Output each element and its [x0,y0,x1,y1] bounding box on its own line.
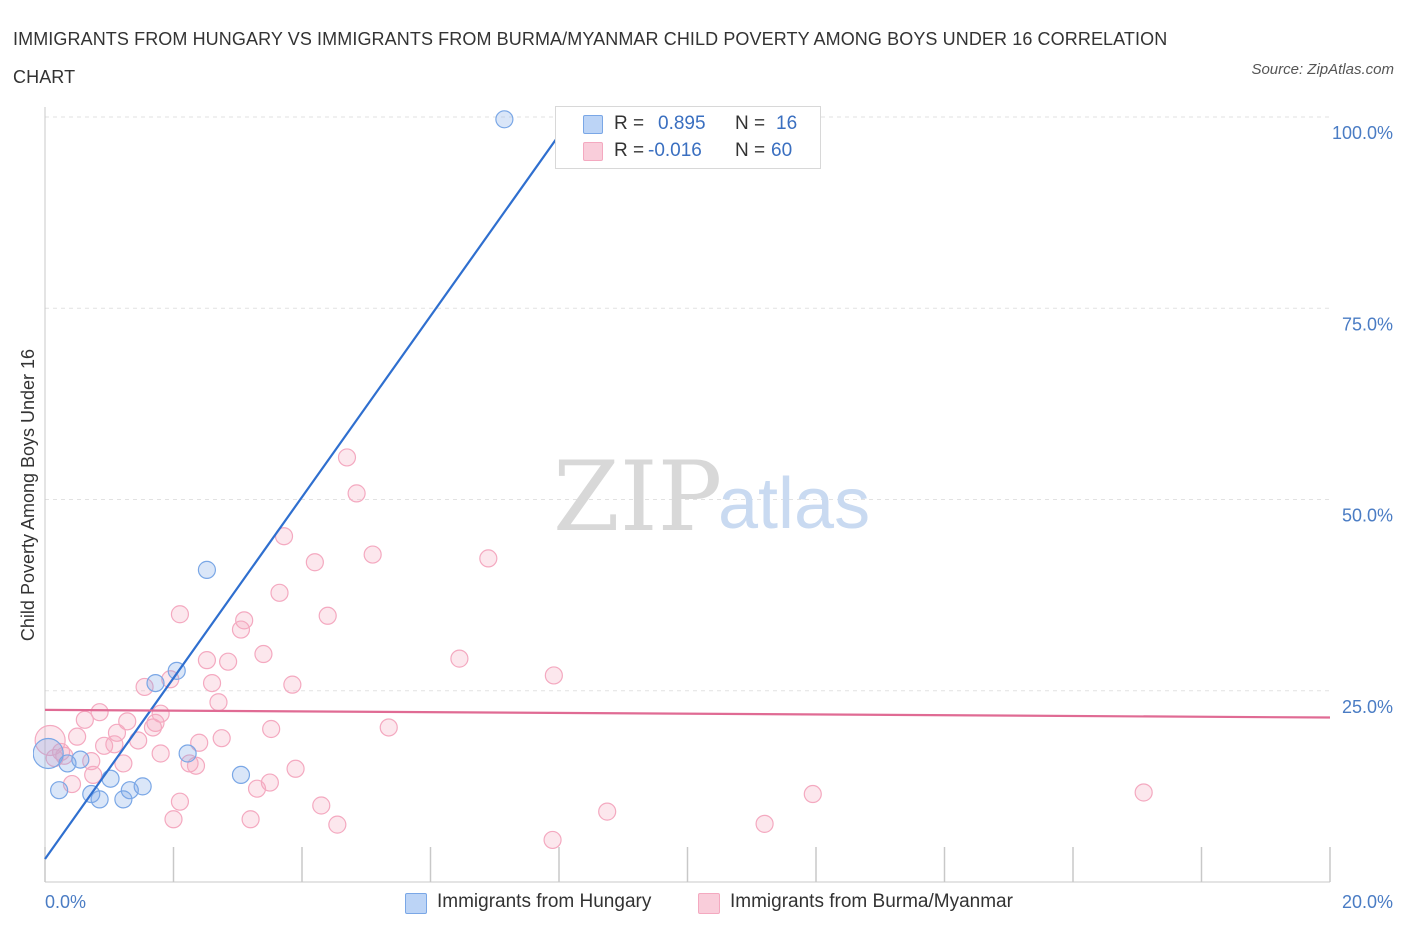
tick-labels: 25.0% 50.0% 75.0% 100.0% 0.0% 20.0% [45,123,1393,912]
legend-swatch-hungary [583,115,603,134]
burma-point [347,484,366,503]
series-swatch-hungary [405,893,427,914]
burma-point [755,814,774,833]
burma-point [312,796,331,815]
watermark-atlas: atlas [718,464,870,544]
axes [44,107,1331,883]
series-swatch-burma [698,893,720,914]
hungary-point [101,769,120,788]
burma-point [305,553,324,572]
hungary-point [33,737,64,770]
burma-point [1134,783,1153,802]
burma-point [283,675,302,694]
x-tick-label: 0.0% [45,892,86,912]
legend-swatch-burma [583,142,603,161]
y-tick-label: 100.0% [1332,123,1393,143]
hungary-point [90,790,109,809]
burma-point [114,754,133,773]
burma-point [107,723,127,742]
burma-point [190,733,209,752]
burma-point [543,830,562,850]
burma-point [328,815,347,834]
hungary-point [197,560,217,579]
hungary-point [146,673,165,693]
hungary-point [114,790,133,809]
legend-n-value: 60 [771,140,793,161]
burma-point [241,810,260,829]
legend-r-value: -0.016 [648,140,702,161]
burma-point [254,644,273,664]
watermark: ZIP atlas [553,441,870,553]
burma-point [803,784,822,804]
hungary-point [495,110,514,129]
burma-point [164,810,183,829]
burma-point [34,724,66,757]
burma-trend-line [44,708,1331,719]
y-tick-label: 75.0% [1342,314,1393,334]
burma-point [170,605,190,624]
burma-point [450,649,469,668]
gridlines [45,116,1330,692]
burma-point [75,710,94,729]
burma-point [598,802,617,821]
burma-point [197,651,217,670]
burma-point [135,677,154,697]
burma-point [379,718,398,737]
burma-point [118,712,137,731]
burma-point [544,666,563,685]
burma-point [318,606,337,625]
burma-point [84,765,103,785]
series-label-burma: Immigrants from Burma/Myanmar [730,891,1013,912]
legend-r-label: R = [614,140,645,161]
burma-point [479,549,498,568]
burma-point [151,744,170,763]
chart-source: Source: ZipAtlas.com [1251,61,1394,78]
watermark-zip: ZIP [553,441,722,553]
burma-point [270,583,289,602]
burma-point [262,719,281,739]
y-axis-label: Child Poverty Among Boys Under 16 [18,349,38,641]
burma-point [247,779,267,798]
legend-r-label: R = [614,113,645,134]
correlation-legend: R = 0.895 N = 16 R = -0.016 N = 60 [555,106,821,169]
y-tick-label: 25.0% [1342,697,1393,717]
burma-point [209,693,228,712]
y-tick-label: 50.0% [1342,506,1393,526]
burma-point [202,673,222,693]
burma-point [143,718,163,737]
hungary-point [50,781,69,800]
burma-point [90,703,109,722]
burma-point [337,448,357,467]
legend-n-value: 16 [776,113,798,134]
legend-r-value: 0.895 [658,113,706,134]
hungary-point [178,744,197,763]
burma-point [170,792,190,811]
chart-title: IMMIGRANTS FROM HUNGARY VS IMMIGRANTS FR… [13,29,1168,87]
burma-point [68,727,87,746]
burma-point [212,729,231,748]
burma-point [286,759,305,778]
burma-point [219,652,238,671]
burma-point [363,545,382,564]
series-label-hungary: Immigrants from Hungary [437,891,652,912]
trend-lines [44,116,1331,860]
hungary-trend-line [44,116,573,860]
legend-n-label: N = [735,140,766,161]
burma-point [105,735,124,754]
hungary-point [231,765,251,785]
legend-n-label: N = [735,113,766,134]
hungary-point [120,781,139,800]
x-tick-label: 20.0% [1342,892,1393,912]
data-points [33,110,1153,850]
burma-point [231,620,251,639]
